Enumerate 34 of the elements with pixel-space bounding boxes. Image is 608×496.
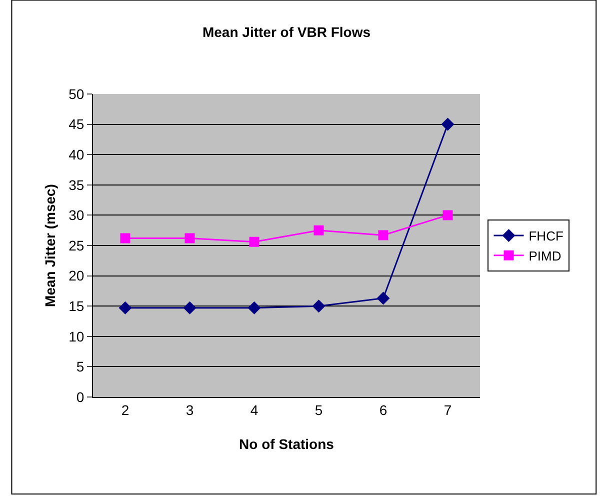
point [248, 301, 261, 314]
point [120, 233, 130, 244]
y-tick-label: 20 [68, 268, 84, 284]
chart-title: Mean Jitter of VBR Flows [202, 24, 371, 40]
y-tick-label: 40 [68, 146, 84, 162]
point [441, 118, 454, 131]
point [118, 301, 132, 314]
x-tick-label: 6 [379, 402, 388, 418]
y-tick-label: 35 [68, 176, 84, 193]
y-axis-title: Mean Jitter (msec) [42, 184, 58, 307]
x-tick-label: 4 [250, 402, 258, 418]
point [376, 292, 390, 305]
legend-label: FHCF [528, 228, 564, 244]
point [312, 300, 326, 313]
point [184, 233, 195, 244]
y-tick-label: 5 [76, 358, 84, 375]
y-tick-label: 25 [68, 237, 84, 254]
point [183, 301, 196, 314]
y-tick-label: 10 [68, 328, 84, 344]
x-tick-label: 5 [314, 402, 323, 418]
legend-label: PIMD [528, 248, 562, 264]
point [442, 210, 453, 220]
x-tick-label: 7 [444, 402, 452, 418]
y-tick-label: 50 [68, 86, 84, 102]
y-tick-label: 0 [76, 388, 84, 405]
x-axis-title: No of Stations [239, 436, 334, 452]
y-tick-label: 30 [68, 207, 84, 224]
point [378, 230, 388, 240]
point [314, 225, 324, 236]
point [249, 236, 260, 247]
y-tick-label: 15 [68, 298, 84, 314]
x-tick-label: 3 [186, 402, 194, 418]
y-tick-label: 45 [68, 116, 84, 132]
x-tick-label: 2 [121, 402, 130, 418]
